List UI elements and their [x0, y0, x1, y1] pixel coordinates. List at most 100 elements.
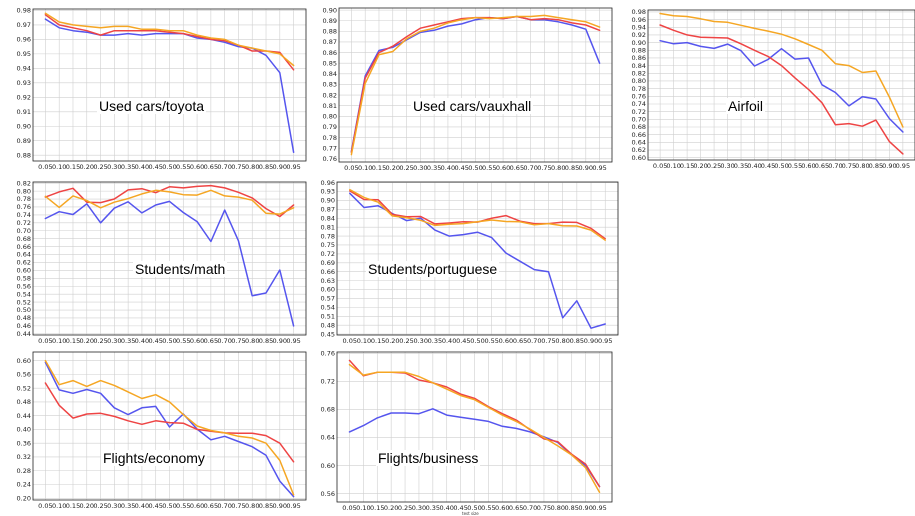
x-tick-label: 0.05	[38, 337, 52, 345]
series-line	[44, 189, 295, 215]
x-tick-label: 0.35	[427, 164, 441, 172]
x-tick-label: 0.05	[38, 163, 52, 171]
x-tick-label: 0.75	[231, 163, 245, 171]
y-tick-label: 0.84	[321, 214, 335, 222]
x-tick-label: 0.35	[121, 337, 135, 345]
chart-flights-business: 0.05 0.10 0.15 0.20 0.25 0.30 0.35 0.40 0.45 0.50…	[310, 345, 620, 516]
y-tick-label: 0.60	[17, 267, 31, 275]
x-tick-label: 0.90	[578, 504, 592, 512]
x-tick-label: 0.80	[551, 504, 565, 512]
y-tick-label: 0.90	[632, 39, 646, 47]
x-tick-label: 0.85	[570, 337, 584, 345]
y-tick-label: 0.75	[321, 241, 335, 249]
x-tick-label: 0.15	[66, 163, 80, 171]
y-tick-label: 0.76	[323, 155, 337, 163]
x-tick-label: 0.45	[148, 502, 162, 510]
y-tick-label: 0.20	[17, 494, 31, 502]
x-tick-label: 0.05	[344, 164, 358, 172]
y-tick-label: 0.92	[17, 94, 31, 102]
x-tick-label: 0.70	[217, 163, 231, 171]
y-tick-label: 0.97	[17, 21, 31, 29]
y-tick-label: 0.60	[17, 357, 31, 365]
x-tick-label: 0.95	[592, 164, 606, 172]
y-tick-label: 0.82	[323, 91, 337, 99]
x-tick-label: 0.35	[121, 163, 135, 171]
x-tick-label: 0.95	[896, 162, 910, 170]
y-tick-label: 0.74	[632, 100, 646, 108]
x-tick-label: 0.65	[509, 504, 523, 512]
x-tick-label: 0.75	[537, 164, 551, 172]
x-tick-label: 0.65	[815, 162, 829, 170]
x-tick-label: 0.10	[666, 162, 680, 170]
y-tick-label: 0.78	[323, 134, 337, 142]
x-tick-label: 0.70	[828, 162, 842, 170]
series-line	[659, 24, 904, 155]
x-tick-label: 0.05	[653, 162, 667, 170]
y-tick-label: 0.76	[632, 93, 646, 101]
x-tick-label: 0.20	[693, 162, 707, 170]
x-tick-label: 0.15	[680, 162, 694, 170]
x-tick-label: 0.95	[598, 337, 612, 345]
y-tick-label: 0.60	[321, 286, 335, 294]
x-tick-label: 0.20	[80, 502, 94, 510]
y-tick-label: 0.90	[323, 6, 337, 14]
x-tick-label: 0.20	[385, 337, 399, 345]
y-tick-label: 0.68	[632, 123, 646, 131]
x-tick-label: 0.30	[412, 504, 426, 512]
series-line	[44, 14, 295, 71]
x-tick-label: 0.35	[426, 504, 440, 512]
x-tick-label: 0.25	[707, 162, 721, 170]
x-tick-label: 0.55	[484, 337, 498, 345]
x-tick-label: 0.85	[259, 163, 273, 171]
y-tick-label: 0.24	[17, 481, 31, 489]
y-tick-label: 0.50	[17, 306, 31, 314]
x-tick-label: 0.75	[231, 337, 245, 345]
y-tick-label: 0.70	[632, 116, 646, 124]
x-tick-label: 0.15	[370, 504, 384, 512]
y-tick-label: 0.63	[321, 277, 335, 285]
y-tick-label: 0.52	[17, 384, 31, 392]
y-tick-label: 0.48	[17, 314, 31, 322]
y-tick-label: 0.80	[17, 187, 31, 195]
plot-frame	[32, 351, 307, 501]
y-tick-label: 0.64	[321, 434, 335, 442]
x-tick-label: 0.10	[358, 164, 372, 172]
x-tick-label: 0.55	[788, 162, 802, 170]
x-tick-label: 0.50	[470, 337, 484, 345]
y-tick-label: 0.52	[17, 298, 31, 306]
x-tick-label: 0.50	[162, 163, 176, 171]
y-tick-label: 0.94	[632, 23, 646, 31]
y-tick-label: 0.68	[321, 406, 335, 414]
x-tick-label: 0.65	[204, 337, 218, 345]
y-tick-label: 0.46	[17, 322, 31, 330]
chart-flights-economy: 0.05 0.10 0.15 0.20 0.25 0.30 0.35 0.40 0.45 0.50…	[0, 345, 310, 516]
x-tick-label: 0.15	[372, 164, 386, 172]
x-tick-label: 0.80	[245, 163, 259, 171]
x-tick-label: 0.20	[384, 504, 398, 512]
y-tick-label: 0.66	[632, 131, 646, 139]
x-tick-label: 0.30	[107, 163, 121, 171]
y-tick-label: 0.62	[632, 146, 646, 154]
y-tick-label: 0.89	[323, 17, 337, 25]
y-tick-label: 0.70	[17, 227, 31, 235]
y-tick-label: 0.87	[323, 38, 337, 46]
y-tick-label: 0.64	[17, 251, 31, 259]
chart-title: Students/math	[133, 261, 228, 277]
y-tick-label: 0.82	[17, 179, 31, 187]
y-tick-label: 0.98	[17, 7, 31, 15]
series-line	[44, 12, 295, 67]
x-tick-label: 0.50	[467, 504, 481, 512]
x-tick-label: 0.65	[204, 502, 218, 510]
y-tick-label: 0.72	[17, 219, 31, 227]
series-line	[44, 359, 295, 496]
y-tick-label: 0.58	[17, 275, 31, 283]
y-tick-label: 0.74	[17, 211, 31, 219]
y-tick-label: 0.96	[321, 179, 335, 187]
x-tick-label: 0.55	[482, 164, 496, 172]
x-tick-label: 0.60	[190, 163, 204, 171]
y-tick-label: 0.88	[323, 28, 337, 36]
y-tick-label: 0.93	[321, 188, 335, 196]
x-tick-label: 0.90	[273, 337, 287, 345]
y-tick-label: 0.54	[17, 290, 31, 298]
x-tick-label: 0.10	[356, 504, 370, 512]
